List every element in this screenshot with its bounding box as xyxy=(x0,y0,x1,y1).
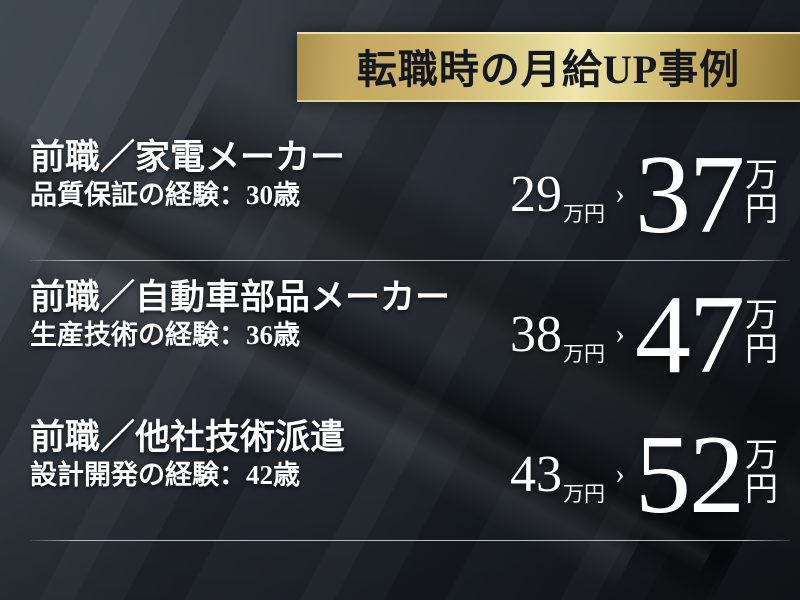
salary-after-unit-yen: 円 xyxy=(745,472,778,509)
salary-after: 52 万 円 xyxy=(635,412,778,537)
salary-after-unit-yen: 円 xyxy=(745,192,778,229)
salary-after-value: 47 xyxy=(635,272,745,397)
salary-after-unit: 万 円 xyxy=(745,439,778,508)
previous-job-title: 前職／他社技術派遣 xyxy=(30,418,346,457)
previous-job-title: 前職／自動車部品メーカー xyxy=(30,278,451,317)
case-row: 前職／自動車部品メーカー 生産技術の経験：36歳 38 万円 › 47 万 円 xyxy=(0,265,800,541)
salary-before-value: 43 xyxy=(510,446,562,504)
previous-job-detail: 品質保証の経験：30歳 xyxy=(30,179,300,210)
salary-after-unit-man: 万 xyxy=(745,297,778,334)
row-divider xyxy=(30,260,790,261)
arrow-right-icon: › xyxy=(615,317,625,350)
salary-before: 43 万円 xyxy=(510,446,605,505)
salary-before-unit: 万円 xyxy=(563,341,605,366)
salary-comparison: 38 万円 › 47 万 円 xyxy=(510,265,778,405)
title-banner-text: 転職時の月給UP事例 xyxy=(356,47,741,92)
salary-after-value: 52 xyxy=(635,412,745,537)
salary-before: 38 万円 xyxy=(510,306,605,365)
row-divider xyxy=(30,540,790,541)
salary-before-unit: 万円 xyxy=(563,201,605,226)
salary-after-value: 37 xyxy=(635,132,745,257)
salary-before-value: 38 xyxy=(510,306,562,364)
salary-after-unit: 万 円 xyxy=(745,159,778,228)
case-row-info: 前職／他社技術派遣 設計開発の経験：42歳 xyxy=(30,419,500,493)
salary-after: 47 万 円 xyxy=(635,272,778,397)
arrow-right-icon: › xyxy=(615,457,625,490)
salary-comparison: 29 万円 › 37 万 円 xyxy=(510,125,778,265)
case-row: 前職／他社技術派遣 設計開発の経験：42歳 43 万円 › 52 万 円 xyxy=(0,405,800,545)
salary-before-unit: 万円 xyxy=(563,481,605,506)
salary-after-unit-yen: 円 xyxy=(745,332,778,369)
previous-job-detail: 設計開発の経験：42歳 xyxy=(30,459,300,490)
case-row: 前職／家電メーカー 品質保証の経験：30歳 29 万円 › 37 万 円 xyxy=(0,125,800,265)
salary-after-unit: 万 円 xyxy=(745,299,778,368)
salary-before-value: 29 xyxy=(510,166,562,224)
salary-after-unit-man: 万 xyxy=(745,437,778,474)
salary-before: 29 万円 xyxy=(510,166,605,225)
title-banner: 転職時の月給UP事例 xyxy=(297,32,800,102)
previous-job-detail: 生産技術の経験：36歳 xyxy=(30,319,300,350)
salary-comparison: 43 万円 › 52 万 円 xyxy=(510,405,778,545)
title-banner-gold-plate xyxy=(297,32,800,102)
salary-after: 37 万 円 xyxy=(635,132,778,257)
salary-after-unit-man: 万 xyxy=(745,157,778,194)
case-list: 前職／家電メーカー 品質保証の経験：30歳 29 万円 › 37 万 円 xyxy=(0,125,800,545)
case-row-info: 前職／自動車部品メーカー 生産技術の経験：36歳 xyxy=(30,279,500,353)
arrow-right-icon: › xyxy=(615,177,625,210)
previous-job-title: 前職／家電メーカー xyxy=(30,138,346,177)
case-row-info: 前職／家電メーカー 品質保証の経験：30歳 xyxy=(30,139,500,213)
